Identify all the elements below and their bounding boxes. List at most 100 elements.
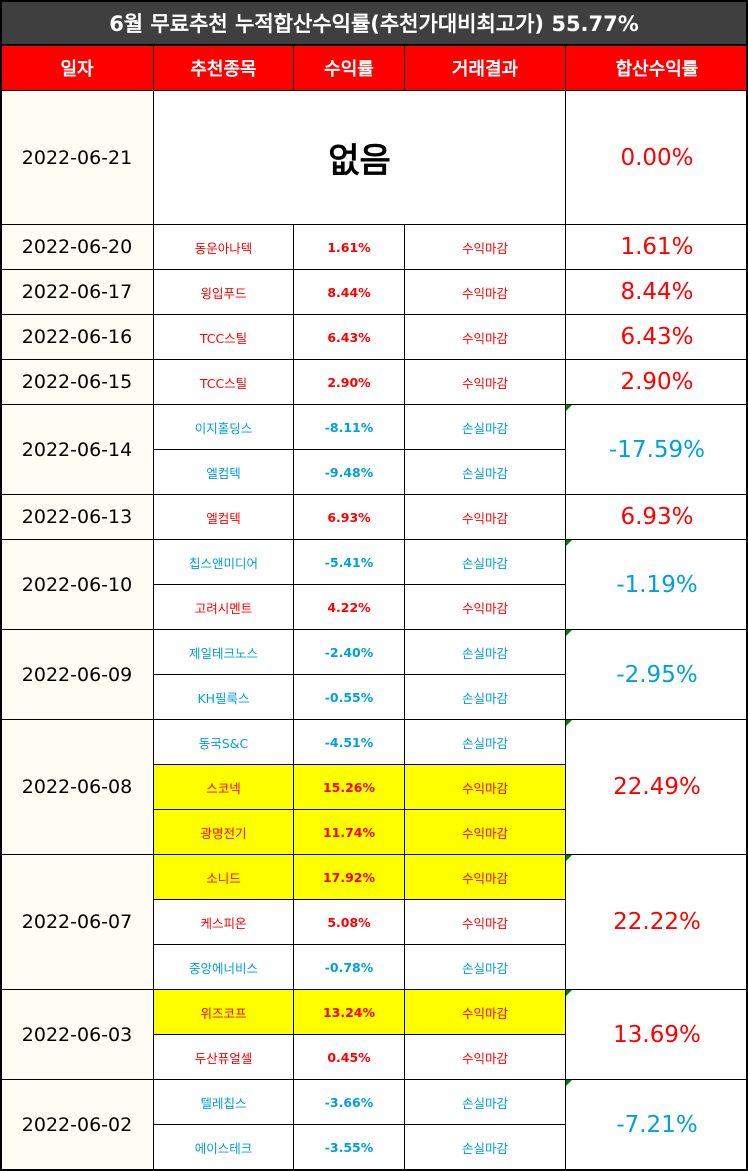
table-row: 2022-06-02 텔레칩스 -3.66% 손실마감 -7.21% — [0, 1079, 748, 1170]
cumulative-return-cell: 6.43% — [565, 314, 748, 360]
returns-table: 일자 추천종목 수익률 거래결과 합산수익률 2022-06-21 없음 0.00%… — [0, 45, 748, 1170]
return-rate-cell: 6.93% — [293, 494, 405, 540]
cumulative-return-cell: 0.00% — [565, 90, 748, 225]
table-row: 2022-06-07 소니드 17.92% 수익마감 22.22% — [0, 854, 748, 990]
trade-result-cell: 수익마감 — [404, 1034, 566, 1080]
no-recommendation-cell: 없음 — [153, 90, 566, 225]
stock-name-cell: 고려시멘트 — [153, 584, 294, 630]
table-row: 케스피온 5.08% 수익마감 — [1, 899, 748, 945]
stock-name-cell: 엘컴텍 — [153, 494, 294, 540]
table-row: 2022-06-08 동국S&C -4.51% 손실마감 22.49% — [0, 719, 748, 855]
cumulative-return-cell: 22.22% — [565, 854, 748, 990]
trade-result-cell: 손실마감 — [404, 539, 566, 585]
return-rate-cell: -9.48% — [293, 449, 405, 495]
return-rate-cell: 0.45% — [293, 1034, 405, 1080]
return-rate-cell: -8.11% — [293, 404, 405, 450]
return-rate-cell: 5.08% — [293, 899, 405, 945]
cumulative-return-value: -1.19% — [616, 571, 698, 598]
stock-name-cell: TCC스틸 — [153, 314, 294, 360]
trade-result-cell: 수익마감 — [404, 494, 566, 540]
trade-result-cell: 수익마감 — [404, 224, 566, 270]
cumulative-return-cell: -2.95% — [565, 629, 748, 720]
return-rate-cell: -4.51% — [293, 719, 405, 765]
header-cumulative: 합산수익률 — [565, 45, 748, 91]
return-rate-cell: -5.41% — [293, 539, 405, 585]
cumulative-return-value: -2.95% — [616, 661, 698, 688]
stock-name-cell: 에이스테크 — [153, 1124, 294, 1170]
stock-name-cell: 제일테크노스 — [153, 629, 294, 675]
trade-result-cell: 수익마감 — [404, 314, 566, 360]
comment-marker-icon — [566, 540, 572, 546]
cumulative-return-value: 0.00% — [620, 144, 694, 171]
return-rate-cell: -3.55% — [293, 1124, 405, 1170]
date-cell: 2022-06-07 — [0, 854, 154, 990]
cumulative-return-value: -7.21% — [616, 1111, 698, 1138]
comment-marker-icon — [566, 1080, 572, 1086]
cumulative-return-value: 8.44% — [620, 279, 694, 305]
cumulative-return-value: 1.61% — [620, 234, 694, 260]
table-row: 두산퓨얼셀 0.45% 수익마감 — [1, 1034, 748, 1080]
return-rate-cell: -0.78% — [293, 944, 405, 990]
trade-result-cell: 손실마감 — [404, 629, 566, 675]
trade-result-cell: 손실마감 — [404, 449, 566, 495]
stock-name-cell: 텔레칩스 — [153, 1079, 294, 1125]
cumulative-return-value: 22.22% — [613, 909, 701, 935]
comment-marker-icon — [566, 855, 572, 861]
return-rate-cell: 15.26% — [293, 764, 405, 810]
date-cell: 2022-06-21 — [0, 90, 154, 225]
return-rate-cell: 11.74% — [293, 809, 405, 855]
header-date: 일자 — [0, 45, 154, 91]
comment-marker-icon — [566, 990, 572, 996]
cumulative-return-value: 6.93% — [620, 504, 694, 530]
table-row: 2022-06-14 이지홀딩스 -8.11% 손실마감 -17.59% — [0, 404, 748, 495]
stock-name-cell: 엘컴텍 — [153, 449, 294, 495]
date-cell: 2022-06-09 — [0, 629, 154, 720]
table-row: 2022-06-20 동운아나텍 1.61% 수익마감 1.61% — [0, 224, 748, 270]
table-row: 스코넥 15.26% 수익마감 — [1, 764, 748, 810]
trade-result-cell: 수익마감 — [404, 989, 566, 1035]
trade-result-cell: 손실마감 — [404, 1124, 566, 1170]
cumulative-return-cell: 22.49% — [565, 719, 748, 855]
table-row: 2022-06-10 칩스앤미디어 -5.41% 손실마감 -1.19% — [0, 539, 748, 630]
stock-name-cell: 동운아나텍 — [153, 224, 294, 270]
cumulative-return-cell: 6.93% — [565, 494, 748, 540]
table-row: KH필룩스 -0.55% 손실마감 — [1, 674, 748, 720]
table-row: 2022-06-09 제일테크노스 -2.40% 손실마감 -2.95% — [0, 629, 748, 720]
date-cell: 2022-06-02 — [0, 1079, 154, 1170]
return-rate-cell: 8.44% — [293, 269, 405, 315]
comment-marker-icon — [566, 630, 572, 636]
cumulative-return-cell: -7.21% — [565, 1079, 748, 1170]
cumulative-return-value: 13.69% — [613, 1021, 701, 1048]
cumulative-return-value: -17.59% — [609, 436, 705, 463]
stock-name-cell: 스코넥 — [153, 764, 294, 810]
date-cell: 2022-06-13 — [0, 494, 154, 540]
table-row: 2022-06-03 위즈코프 13.24% 수익마감 13.69% — [0, 989, 748, 1080]
stock-name-cell: 소니드 — [153, 854, 294, 900]
date-cell: 2022-06-15 — [0, 359, 154, 405]
table-body: 2022-06-21 없음 0.00% 2022-06-20 동운아나텍 1.61% 수익마… — [0, 90, 748, 1170]
return-rate-cell: -2.40% — [293, 629, 405, 675]
date-cell: 2022-06-14 — [0, 404, 154, 495]
cumulative-return-value: 22.49% — [613, 774, 701, 800]
trade-result-cell: 손실마감 — [404, 404, 566, 450]
return-rate-cell: -0.55% — [293, 674, 405, 720]
cumulative-return-cell: -17.59% — [565, 404, 748, 495]
table-row: 광명전기 11.74% 수익마감 — [1, 809, 748, 855]
sheet-title: 6월 무료추천 누적합산수익률(추천가대비최고가) 55.77% — [0, 0, 748, 45]
table-row: 2022-06-21 없음 0.00% — [0, 90, 748, 225]
stock-name-cell: 동국S&C — [153, 719, 294, 765]
trade-result-cell: 수익마감 — [404, 269, 566, 315]
table-row: 에이스테크 -3.55% 손실마감 — [1, 1124, 748, 1170]
cumulative-return-value: 6.43% — [620, 324, 694, 350]
trade-result-cell: 손실마감 — [404, 944, 566, 990]
trade-result-cell: 수익마감 — [404, 584, 566, 630]
return-rate-cell: 1.61% — [293, 224, 405, 270]
table-row: 고려시멘트 4.22% 수익마감 — [1, 584, 748, 630]
trade-result-cell: 손실마감 — [404, 674, 566, 720]
stock-name-cell: TCC스틸 — [153, 359, 294, 405]
date-cell: 2022-06-10 — [0, 539, 154, 630]
return-rate-cell: 13.24% — [293, 989, 405, 1035]
header-stock: 추천종목 — [153, 45, 294, 91]
trade-result-cell: 수익마감 — [404, 764, 566, 810]
